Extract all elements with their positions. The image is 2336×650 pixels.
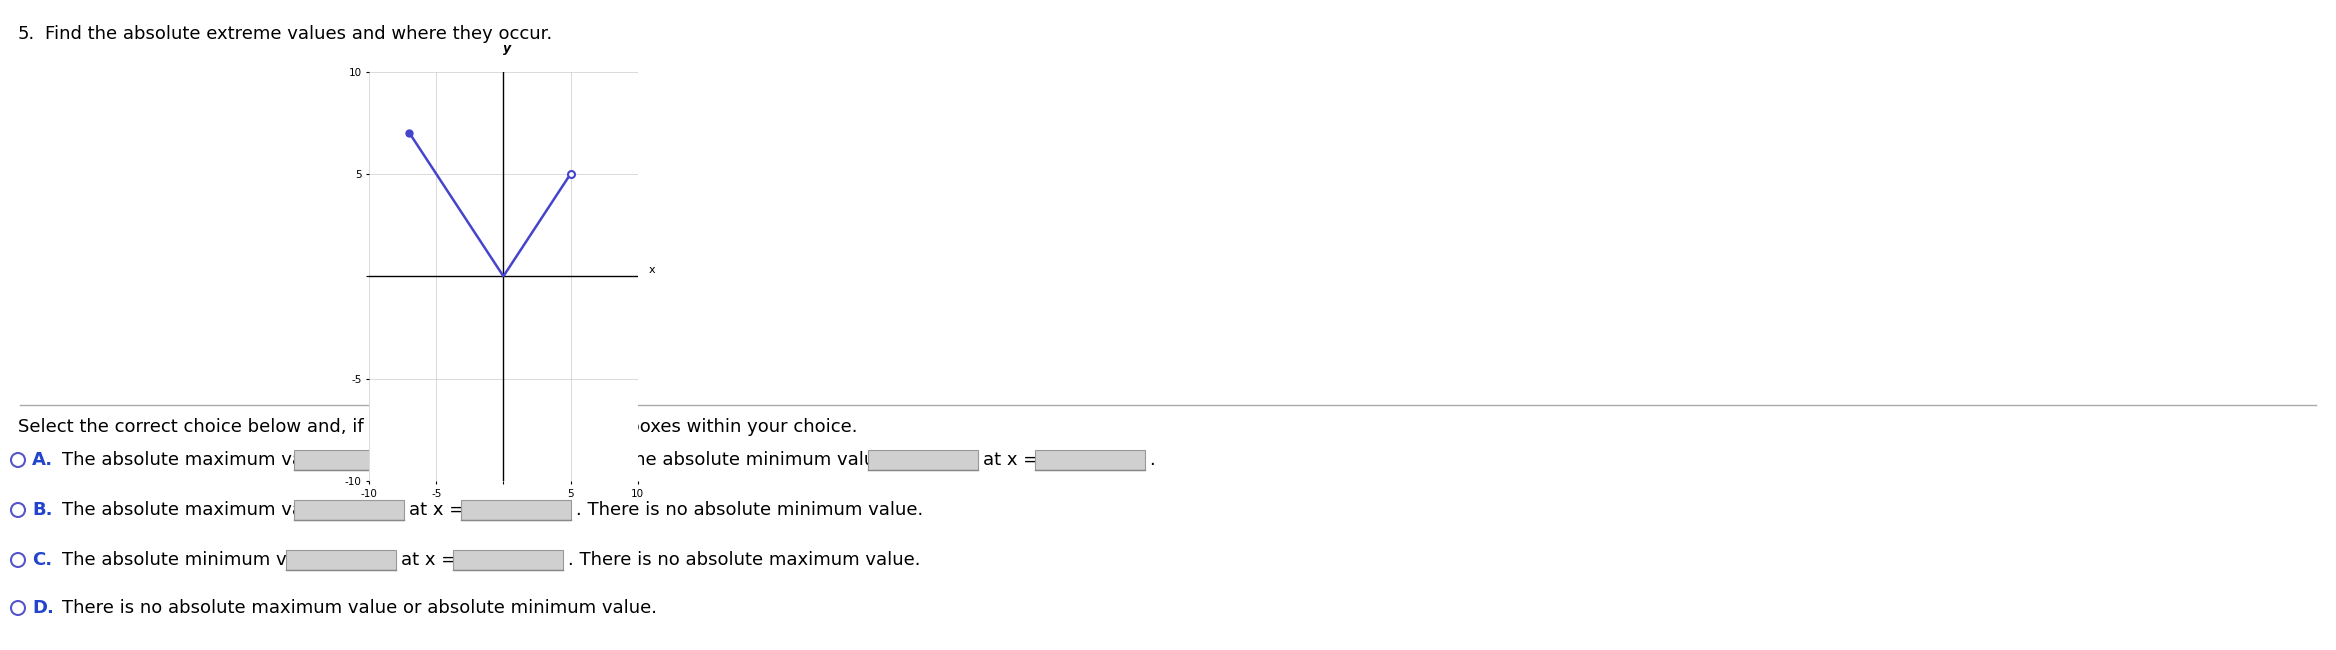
Text: C.: C. — [33, 551, 51, 569]
Text: , and the absolute minimum value is: , and the absolute minimum value is — [577, 451, 906, 469]
Text: A.: A. — [33, 451, 54, 469]
Text: Find the absolute extreme values and where they occur.: Find the absolute extreme values and whe… — [44, 25, 551, 43]
Text: The absolute maximum value is: The absolute maximum value is — [63, 501, 350, 519]
Text: at x =: at x = — [409, 451, 465, 469]
Text: . There is no absolute maximum value.: . There is no absolute maximum value. — [568, 551, 920, 569]
FancyBboxPatch shape — [285, 550, 397, 570]
Text: 5.: 5. — [19, 25, 35, 43]
FancyBboxPatch shape — [460, 450, 570, 470]
Text: at x =: at x = — [402, 551, 456, 569]
FancyBboxPatch shape — [453, 550, 563, 570]
Text: The absolute maximum value is: The absolute maximum value is — [63, 451, 350, 469]
Text: B.: B. — [33, 501, 51, 519]
Text: at x =: at x = — [409, 501, 465, 519]
Text: x: x — [649, 265, 654, 275]
Text: y: y — [502, 42, 512, 55]
Text: Select the correct choice below and, if necessary, fill in the answer boxes with: Select the correct choice below and, if … — [19, 418, 857, 436]
Text: The absolute minimum value is: The absolute minimum value is — [63, 551, 346, 569]
FancyBboxPatch shape — [460, 500, 570, 520]
Text: at x =: at x = — [983, 451, 1037, 469]
Text: There is no absolute maximum value or absolute minimum value.: There is no absolute maximum value or ab… — [63, 599, 656, 617]
FancyBboxPatch shape — [294, 450, 404, 470]
Text: . There is no absolute minimum value.: . There is no absolute minimum value. — [577, 501, 923, 519]
FancyBboxPatch shape — [869, 450, 979, 470]
FancyBboxPatch shape — [294, 500, 404, 520]
Text: D.: D. — [33, 599, 54, 617]
Text: .: . — [1149, 451, 1154, 469]
FancyBboxPatch shape — [1035, 450, 1145, 470]
